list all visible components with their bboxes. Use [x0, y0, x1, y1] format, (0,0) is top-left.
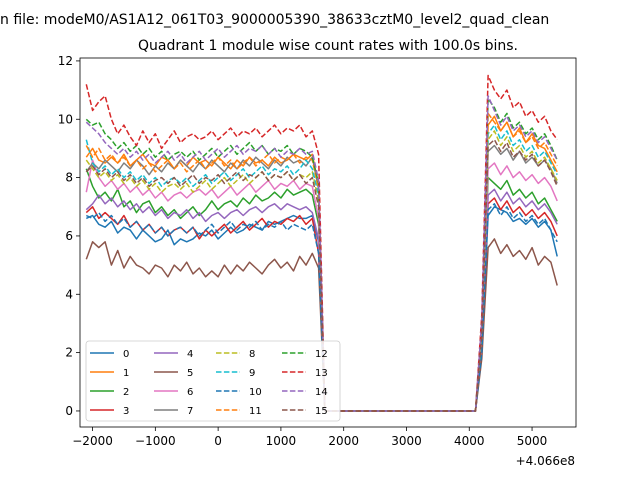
y-tick-label: 8: [65, 171, 73, 185]
legend-frame: [85, 340, 341, 422]
plot-frame: [79, 57, 577, 428]
legend-label-5: 5: [187, 368, 193, 379]
legend-label-10: 10: [249, 387, 262, 398]
legend-label-8: 8: [249, 349, 255, 360]
x-tick-label: 0: [214, 434, 222, 448]
y-tick-label: 4: [65, 287, 73, 301]
x-tick-label: −2000: [72, 434, 113, 448]
legend-label-13: 13: [315, 368, 328, 379]
legend-label-2: 2: [123, 387, 129, 398]
legend-label-14: 14: [315, 387, 328, 398]
x-tick-label: −1000: [135, 434, 176, 448]
legend-label-7: 7: [187, 406, 193, 417]
legend-label-11: 11: [249, 406, 262, 417]
legend-label-12: 12: [315, 349, 328, 360]
x-offset-label: +4.066e8: [516, 454, 575, 468]
y-tick-label: 12: [58, 54, 73, 68]
x-tick-label: 1000: [266, 434, 297, 448]
plot-lines: [85, 74, 558, 412]
legend-label-4: 4: [187, 349, 193, 360]
legend-label-6: 6: [187, 387, 193, 398]
figure-suptitle: n file: modeM0/AS1A12_061T03_9000005390_…: [0, 12, 549, 28]
legend-label-15: 15: [315, 406, 328, 417]
legend-label-1: 1: [123, 368, 129, 379]
y-tick-label: 6: [65, 229, 73, 243]
legend-label-3: 3: [123, 406, 129, 417]
y-axis-ticks: 0 2 4 6 8 10 12: [58, 54, 80, 418]
x-tick-label: 4000: [454, 434, 485, 448]
x-axis-ticks: −2000 −1000 0 1000 2000 3000 4000 5000: [72, 427, 547, 448]
legend-label-9: 9: [249, 368, 255, 379]
y-tick-label: 10: [58, 112, 73, 126]
chart-title: Quadrant 1 module wise count rates with …: [138, 38, 518, 54]
y-tick-label: 2: [65, 346, 73, 360]
series-line-13: [85, 74, 558, 412]
series-line-14: [85, 95, 558, 412]
x-tick-label: 5000: [517, 434, 548, 448]
x-tick-label: 2000: [328, 434, 359, 448]
x-tick-label: 3000: [391, 434, 422, 448]
series-line-15: [85, 138, 558, 412]
series-line-12: [85, 98, 558, 412]
legend-label-0: 0: [123, 349, 129, 360]
y-tick-label: 0: [65, 404, 73, 418]
